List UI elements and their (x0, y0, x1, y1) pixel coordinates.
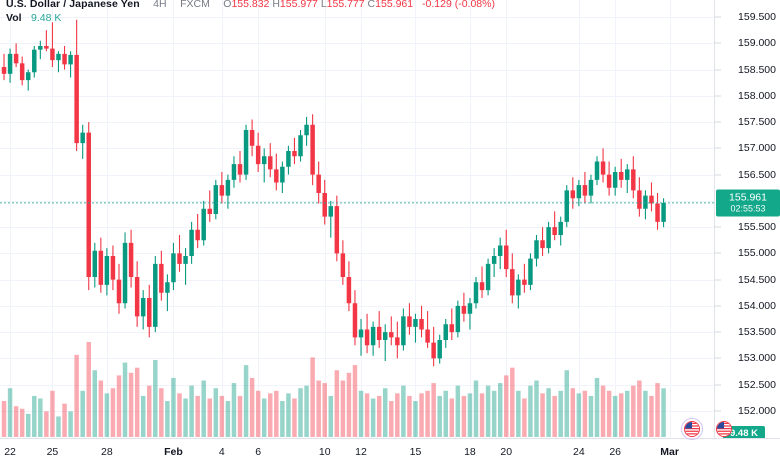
time-axis-tick: 4 (218, 446, 225, 458)
price-axis-tick: 154.500 (738, 273, 776, 286)
price-axis-tick: 158.500 (738, 63, 776, 76)
price-axis-tick: 156.500 (738, 168, 776, 181)
price-tick-mark (715, 331, 721, 333)
price-axis-tick: 157.500 (738, 116, 776, 129)
price-tick-mark (715, 147, 721, 149)
price-tick-mark (715, 305, 721, 307)
time-axis[interactable]: 22 25 28 Feb 4 6 10 12 15 18 20 24 26 Mar (0, 438, 780, 471)
candlestick-series[interactable] (0, 0, 714, 438)
time-axis-tick: Feb (164, 446, 183, 458)
price-tick-mark (715, 174, 721, 176)
price-axis-tick: 152.000 (738, 404, 776, 417)
time-axis-tick: Mar (660, 446, 679, 458)
time-axis-tick: 12 (355, 446, 367, 458)
price-tick-mark (715, 357, 721, 359)
us-flag-event-icon[interactable] (684, 421, 700, 437)
time-axis-tick: 26 (609, 446, 621, 458)
price-axis-tick: 159.500 (738, 11, 776, 24)
time-axis-tick: 24 (573, 446, 585, 458)
price-tick-mark (715, 252, 721, 254)
time-axis-tick: 22 (4, 446, 16, 458)
current-price-value: 155.961 (729, 191, 767, 204)
price-axis-tick: 152.500 (738, 378, 776, 391)
time-axis-tick: 18 (464, 446, 476, 458)
price-tick-mark (715, 226, 721, 228)
price-tick-mark (715, 69, 721, 71)
price-axis-tick: 155.000 (738, 247, 776, 260)
price-tick-mark (715, 95, 721, 97)
price-axis[interactable]: 159.500 159.000 158.500 158.000 157.500 157.0… (714, 0, 780, 442)
bar-countdown: 02:55:53 (730, 203, 766, 214)
us-flag-event-icon[interactable] (716, 421, 732, 437)
price-tick-mark (715, 279, 721, 281)
price-axis-tick: 158.000 (738, 89, 776, 102)
time-axis-tick: 25 (46, 446, 59, 458)
price-axis-tick: 153.500 (738, 326, 776, 339)
current-price-badge[interactable]: 155.961 02:55:53 (716, 189, 780, 217)
price-axis-tick: 159.000 (738, 37, 776, 50)
price-tick-mark (715, 121, 721, 123)
price-tick-mark (715, 16, 721, 18)
price-axis-tick: 157.000 (738, 142, 776, 155)
price-tick-mark (715, 410, 721, 412)
time-axis-tick: 28 (101, 446, 113, 458)
time-axis-tick: 6 (255, 446, 262, 458)
chart-plot-area[interactable] (0, 0, 714, 438)
time-axis-tick: 10 (318, 446, 331, 458)
price-tick-mark (715, 42, 721, 44)
time-axis-tick: 15 (409, 446, 422, 458)
price-axis-tick: 154.000 (738, 299, 776, 312)
price-tick-mark (715, 384, 721, 386)
time-axis-tick: 20 (500, 446, 513, 458)
event-marker-halo (681, 418, 703, 440)
price-axis-tick: 153.000 (738, 352, 776, 365)
price-axis-tick: 155.500 (738, 221, 776, 234)
